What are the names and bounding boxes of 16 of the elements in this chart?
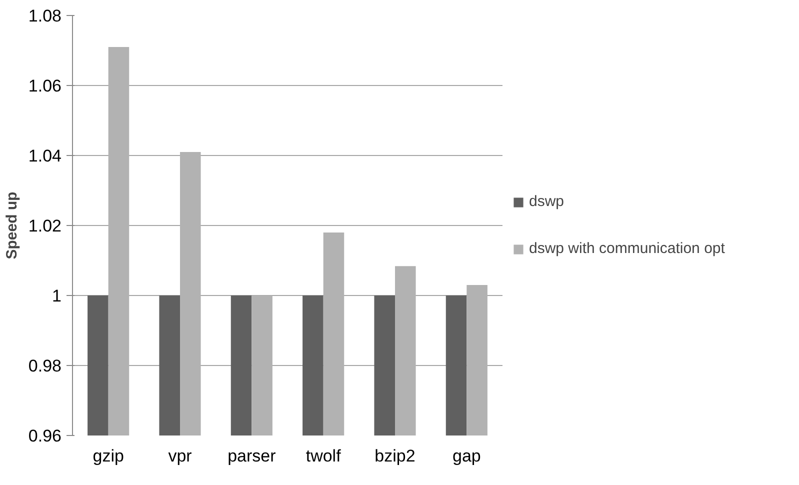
y-axis-title: Speed up: [3, 192, 20, 260]
y-tick-label: 1.04: [28, 146, 62, 166]
y-tick-label: 1: [52, 286, 62, 306]
x-tick-label: gzip: [92, 446, 124, 466]
legend-label: dswp: [529, 193, 564, 210]
y-tick-label: 1.06: [28, 76, 62, 96]
x-tick-label: bzip2: [374, 446, 416, 466]
x-tick-label: twolf: [306, 446, 342, 466]
x-tick-label: gap: [452, 446, 481, 466]
x-tick-label: vpr: [168, 446, 192, 466]
y-tick-label: 0.98: [28, 356, 62, 376]
y-tick-label: 0.96: [28, 426, 62, 446]
legend-label: dswp with communication opt: [529, 240, 725, 257]
y-tick-label: 1.08: [28, 6, 62, 26]
y-tick-label: 1.02: [28, 216, 62, 236]
x-tick-label: parser: [228, 446, 276, 466]
